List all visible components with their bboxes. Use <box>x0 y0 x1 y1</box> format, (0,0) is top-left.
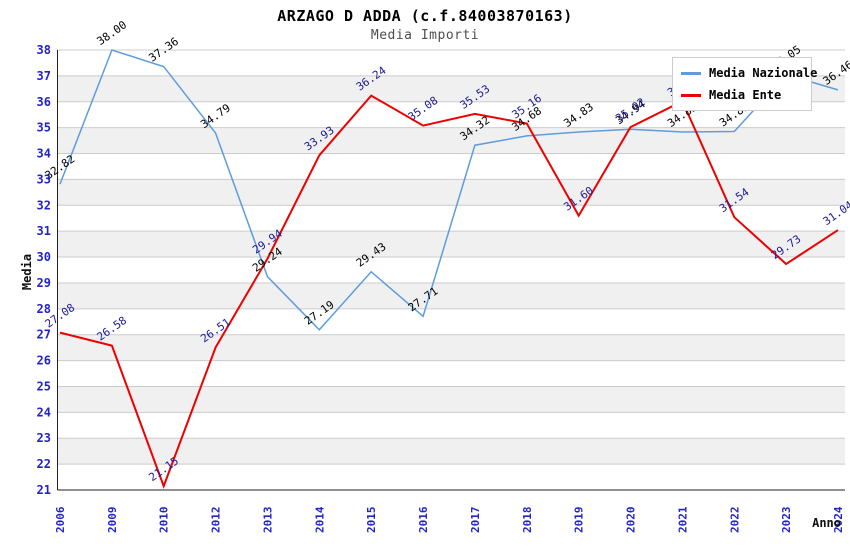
x-tick-label: 2020 <box>625 507 638 534</box>
x-tick-label: 2018 <box>521 507 534 534</box>
x-tick-label: 2012 <box>210 507 223 534</box>
y-tick-label: 30 <box>37 250 51 264</box>
y-tick-label: 36 <box>37 95 51 109</box>
data-label: 34.83 <box>561 100 596 130</box>
x-tick-label: 2006 <box>54 506 67 533</box>
legend-label: Media Ente <box>709 88 782 102</box>
x-tick-label: 2016 <box>417 506 430 533</box>
x-axis-title: Anno <box>812 516 841 530</box>
y-tick-label: 23 <box>37 431 51 445</box>
y-tick-label: 37 <box>37 69 51 83</box>
x-tick-label: 2009 <box>106 507 119 534</box>
x-tick-label: 2014 <box>313 506 326 533</box>
x-tick-label: 2015 <box>365 507 378 534</box>
legend: Media Nazionale Media Ente <box>672 57 817 111</box>
x-tick-label: 2022 <box>728 507 741 534</box>
legend-label: Media Nazionale <box>709 66 818 80</box>
x-tick-label: 2019 <box>573 507 586 534</box>
y-tick-label: 33 <box>37 172 51 186</box>
legend-item-media-ente: Media Ente <box>673 84 811 106</box>
data-label: 34.79 <box>198 101 233 131</box>
series-line-media-ente <box>59 94 839 489</box>
y-tick-label: 31 <box>37 224 51 238</box>
y-tick-label: 28 <box>37 302 51 316</box>
legend-line-swatch-blue <box>681 71 701 75</box>
y-tick-label: 21 <box>37 483 51 497</box>
background-band <box>58 179 845 206</box>
x-tick-label: 2017 <box>469 507 482 534</box>
background-band <box>58 334 845 361</box>
x-tick-label: 2013 <box>261 507 274 534</box>
y-tick-label: 26 <box>37 354 51 368</box>
y-tick-label: 32 <box>37 198 51 212</box>
x-tick-label: 2010 <box>158 507 171 534</box>
background-band <box>58 231 845 258</box>
chart-subtitle: Media Importi <box>370 28 480 43</box>
y-tick-label: 27 <box>37 328 51 342</box>
x-tick-label: 2023 <box>780 507 793 534</box>
x-tick-label: 2021 <box>676 506 689 533</box>
background-band <box>58 438 845 465</box>
y-tick-label: 29 <box>37 276 51 290</box>
y-tick-label: 38 <box>37 43 51 57</box>
y-tick-label: 35 <box>37 121 51 135</box>
y-tick-label: 24 <box>37 405 51 419</box>
y-tick-label: 22 <box>37 457 51 471</box>
y-axis-title: Media <box>20 253 34 291</box>
y-tick-label: 25 <box>37 379 51 393</box>
background-band <box>58 386 845 413</box>
series-line-media-nazionale <box>59 49 839 331</box>
x-tick-label: 2024 <box>832 506 845 533</box>
legend-line-swatch-red <box>681 93 701 97</box>
y-tick-label: 34 <box>37 147 51 161</box>
background-band <box>58 282 845 309</box>
legend-item-media-nazionale: Media Nazionale <box>673 62 817 84</box>
chart-title: ARZAGO D ADDA (c.f.84003870163) <box>277 7 573 25</box>
